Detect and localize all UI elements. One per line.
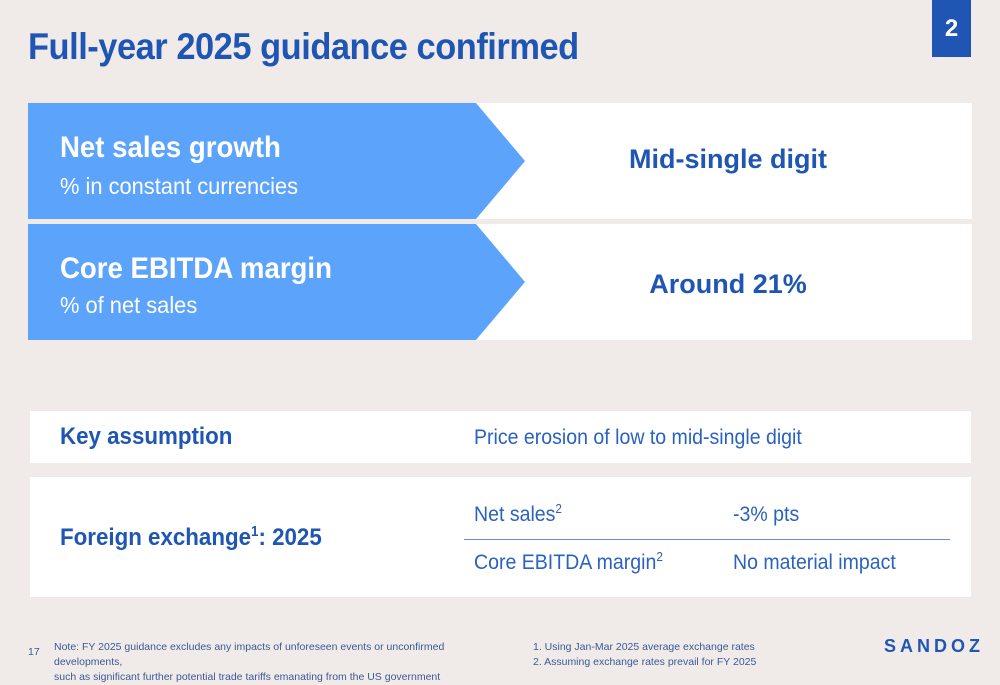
page-title: Full-year 2025 guidance confirmed xyxy=(28,26,579,67)
guidance-value: Around 21% xyxy=(649,269,807,299)
guidance-sublabel: % in constant currencies xyxy=(60,173,299,199)
footer-note-line: such as significant further potential tr… xyxy=(54,671,441,683)
guidance-sublabel: % of net sales xyxy=(60,292,198,318)
guidance-row-core-ebitda: Core EBITDA margin % of net sales Around… xyxy=(28,224,972,340)
fx-row-value: -3% pts xyxy=(733,503,800,526)
fx-row-label: Net sales2 xyxy=(474,502,562,526)
fx-divider xyxy=(464,539,950,540)
foreign-exchange-heading: Foreign exchange1: 2025 xyxy=(60,524,322,551)
footnotes: 1. Using Jan-Mar 2025 average exchange r… xyxy=(533,640,793,670)
guidance-arrow-shape xyxy=(28,103,525,219)
key-assumption-heading: Key assumption xyxy=(60,423,233,450)
sandoz-logo: SANDOZ xyxy=(884,636,984,656)
foreign-exchange-box: Foreign exchange1: 2025 Net sales2 -3% p… xyxy=(30,477,971,597)
guidance-value: Mid-single digit xyxy=(629,144,827,174)
key-assumption-text: Price erosion of low to mid-single digit xyxy=(474,426,802,449)
footer-note: Note: FY 2025 guidance excludes any impa… xyxy=(54,640,504,685)
page-number-badge: 2 xyxy=(932,0,971,57)
guidance-label: Net sales growth xyxy=(60,131,281,164)
footnote: 2. Assuming exchange rates prevail for F… xyxy=(533,656,757,668)
guidance-arrow-shape xyxy=(28,224,525,340)
footnote: 1. Using Jan-Mar 2025 average exchange r… xyxy=(533,641,755,653)
guidance-row-net-sales: Net sales growth % in constant currencie… xyxy=(28,103,972,219)
fx-row-value: No material impact xyxy=(733,551,896,574)
guidance-label: Core EBITDA margin xyxy=(60,252,332,285)
slide-number: 17 xyxy=(28,646,40,658)
fx-row-label: Core EBITDA margin2 xyxy=(474,550,663,574)
footer-note-line: Note: FY 2025 guidance excludes any impa… xyxy=(54,641,445,668)
key-assumption-box: Key assumption Price erosion of low to m… xyxy=(30,411,971,463)
